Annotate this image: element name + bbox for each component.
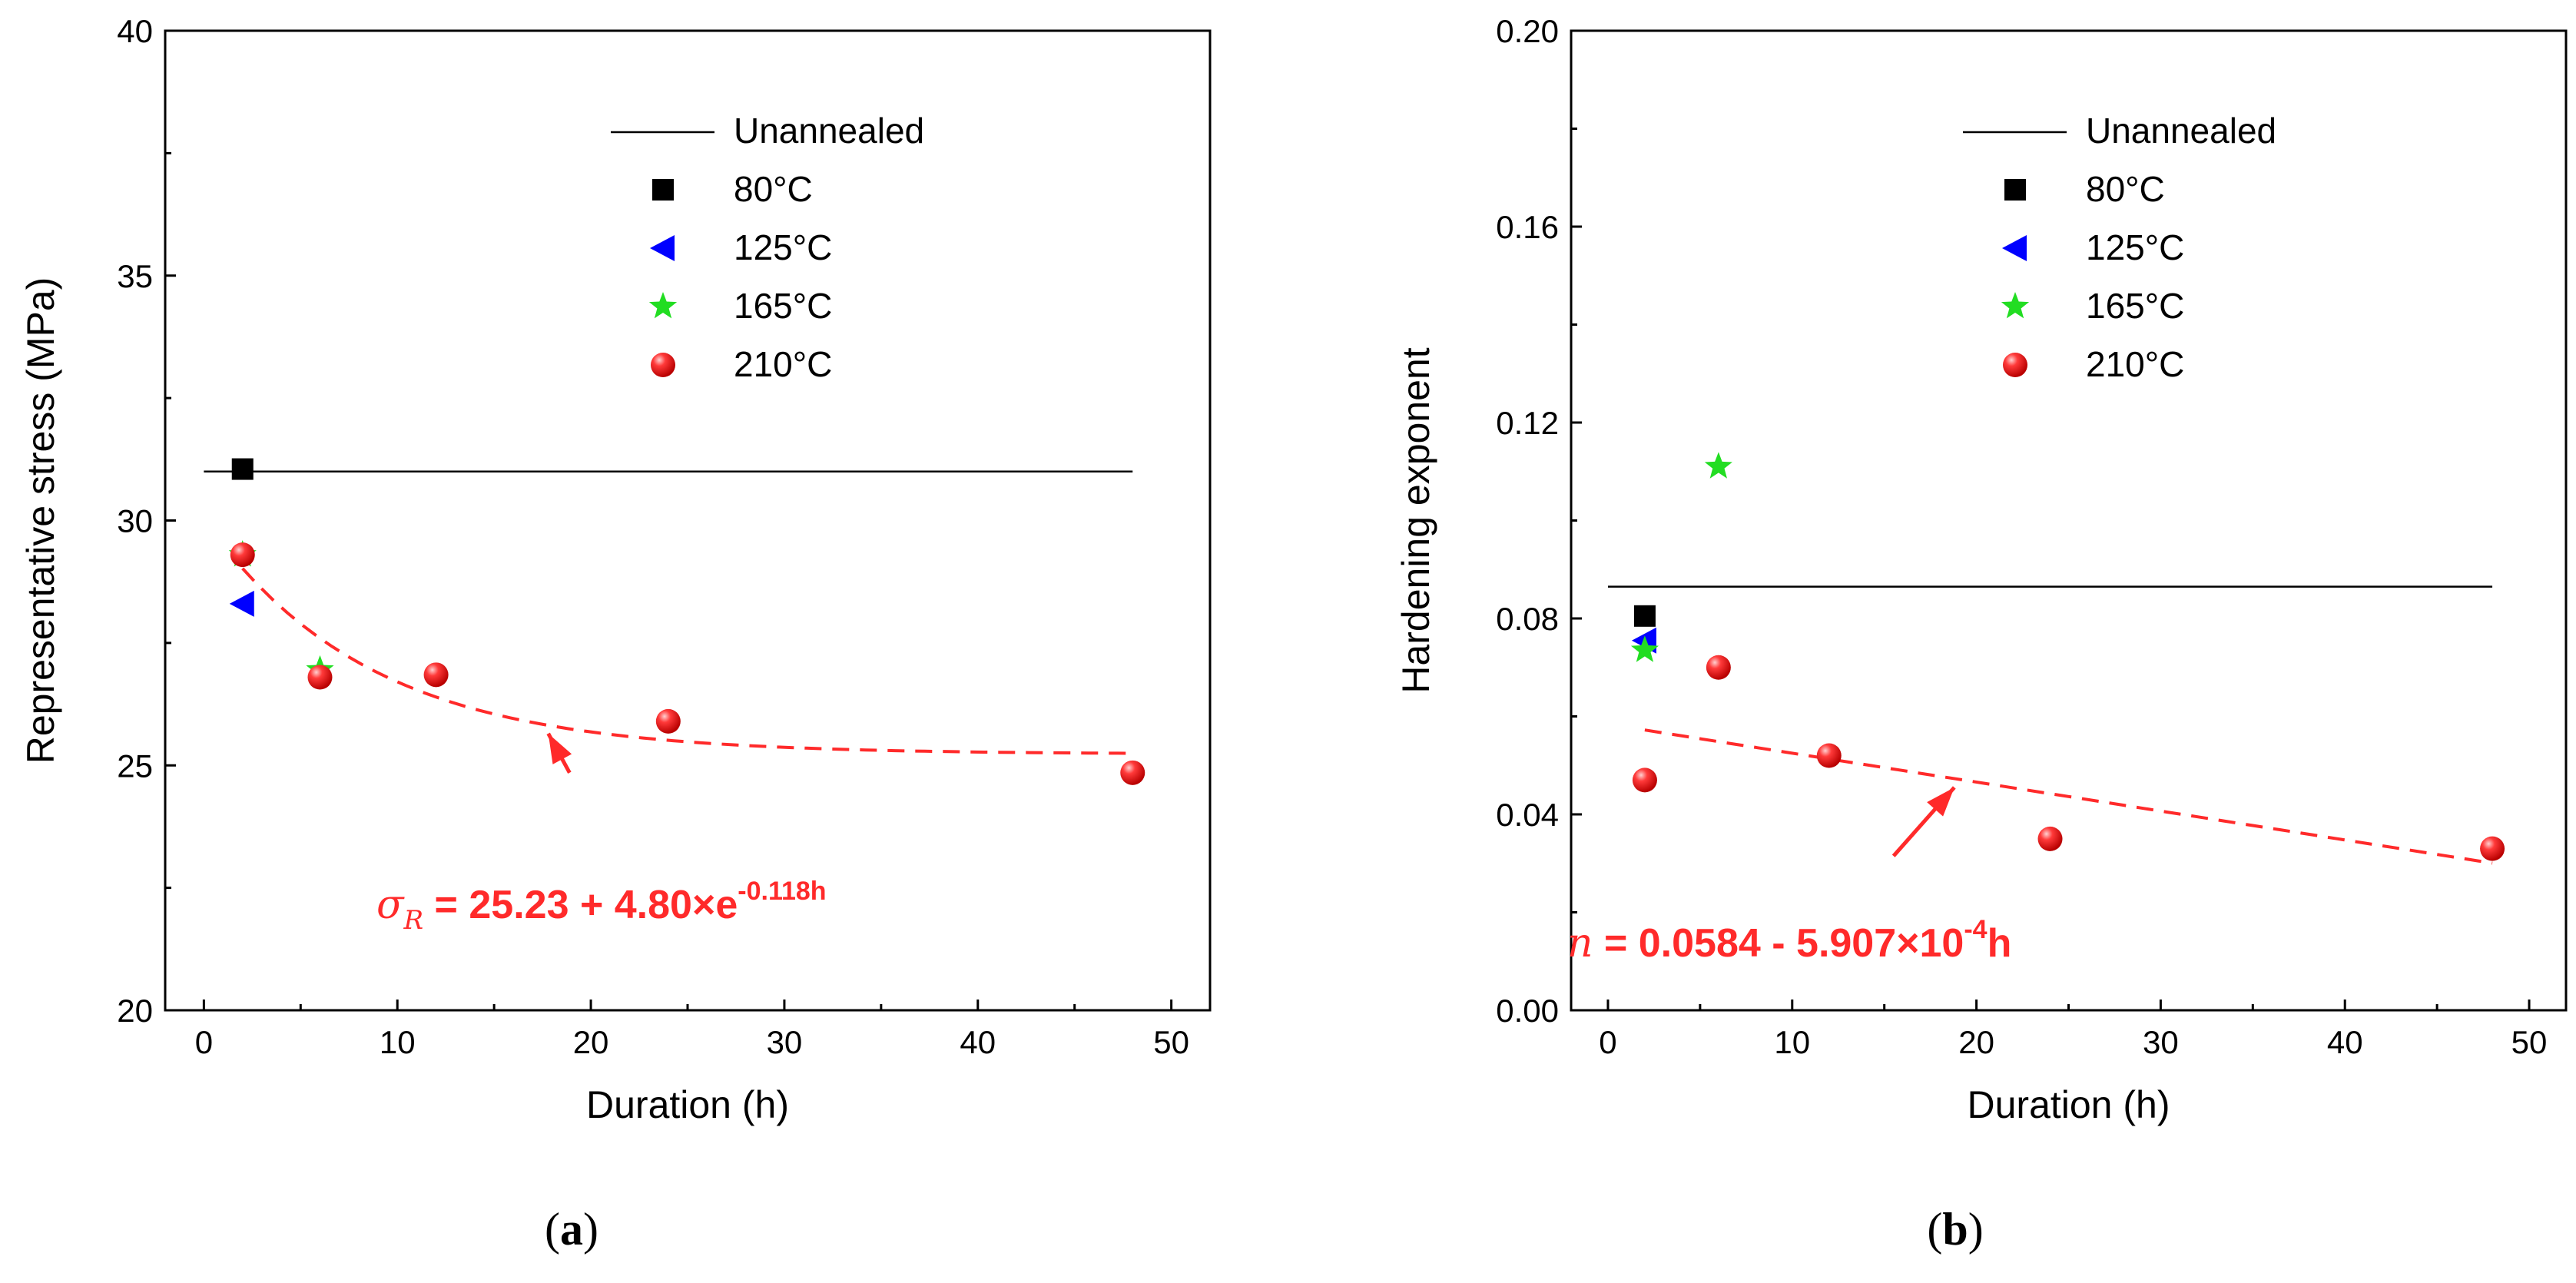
point-210-c <box>1816 743 1842 768</box>
legend-label-unannealed: Unannealed <box>734 111 924 151</box>
y-axis-title: Hardening exponent <box>1394 347 1437 693</box>
point-80-c <box>1633 605 1656 627</box>
y-tick-label: 35 <box>117 258 153 294</box>
fit-equation-body: = 0.0584 - 5.907×10 <box>1593 921 1964 966</box>
legend-label-unannealed: Unannealed <box>2086 111 2276 151</box>
panel-label: (b) <box>1927 1204 1983 1255</box>
legend-label-125-c: 125°C <box>734 227 832 267</box>
fit-arrow-head <box>1927 787 1954 817</box>
fit-curve <box>241 567 1133 755</box>
x-tick-label: 20 <box>1958 1024 1994 1060</box>
x-tick-label: 20 <box>573 1024 609 1060</box>
y-tick-label: 0.12 <box>1496 405 1559 441</box>
legend-swatch-165-c <box>2001 292 2030 319</box>
y-tick-label: 0.20 <box>1496 13 1559 49</box>
legend-swatch-165-c <box>648 292 678 319</box>
y-tick-label: 0.04 <box>1496 797 1559 833</box>
fit-curve <box>1644 728 2493 865</box>
panel-b: 0 10 20 30 40 50 0.00 0.04 0.08 0.12 0.16 0.20 Durat… <box>1394 13 2568 1255</box>
panel-label-close: ) <box>1968 1204 1984 1255</box>
legend-swatch-80-c <box>652 179 674 201</box>
legend-swatch-210-c <box>2003 353 2027 377</box>
legend-swatch-125-c <box>2002 235 2027 261</box>
point-125-c <box>229 590 254 617</box>
x-tick-label: 40 <box>960 1024 996 1060</box>
x-tick-label: 50 <box>1153 1024 1189 1060</box>
fit-equation-body: = 25.23 + 4.80×e <box>423 883 738 927</box>
fit-equation-subscript: R <box>403 905 424 936</box>
x-tick-label: 50 <box>2511 1024 2548 1060</box>
panel-label-open: ( <box>545 1204 560 1255</box>
panel-label-letter: b <box>1942 1204 1968 1255</box>
point-210-c <box>423 662 449 688</box>
y-tick-label: 40 <box>117 13 153 49</box>
legend-label-80-c: 80°C <box>2086 169 2165 209</box>
fit-equation-symbol: n <box>1567 920 1593 966</box>
fit-equation-tail: h <box>1988 921 2012 966</box>
y-tick-label: 25 <box>117 748 153 784</box>
x-tick-label: 10 <box>1774 1024 1810 1060</box>
fit-arrow-head <box>548 733 572 764</box>
x-tick-label: 30 <box>2143 1024 2179 1060</box>
y-tick-label: 0.00 <box>1496 993 1559 1029</box>
x-tick-label: 10 <box>380 1024 416 1060</box>
legend: Unannealed 80°C 125°C 165°C 210°C <box>611 111 924 384</box>
y-axis-title: Representative stress (MPa) <box>19 277 62 764</box>
panel-a: 0 10 20 30 40 50 20 25 30 35 40 Duration (h) Represe… <box>19 13 1212 1255</box>
y-tick-label: 30 <box>117 503 153 539</box>
legend: Unannealed 80°C 125°C 165°C 210°C <box>1963 111 2276 384</box>
x-tick-label: 0 <box>195 1024 213 1060</box>
fit-equation: σR = 25.23 + 4.80×e-0.118h <box>376 877 827 936</box>
x-tick-label: 40 <box>2327 1024 2363 1060</box>
point-165-c <box>1704 452 1732 479</box>
legend-label-165-c: 165°C <box>2086 286 2184 326</box>
legend-label-80-c: 80°C <box>734 169 813 209</box>
point-210-c <box>2037 826 2063 851</box>
legend-swatch-210-c <box>651 353 675 377</box>
point-210-c <box>2480 836 2505 861</box>
x-tick-label: 30 <box>767 1024 803 1060</box>
y-tick-label: 0.16 <box>1496 209 1559 245</box>
point-210-c <box>307 665 333 690</box>
point-210-c <box>1706 655 1731 680</box>
panel-label-close: ) <box>583 1204 598 1255</box>
point-80-c <box>231 458 254 480</box>
point-210-c <box>1632 767 1657 793</box>
panel-label-open: ( <box>1927 1204 1942 1255</box>
legend-label-210-c: 210°C <box>2086 344 2184 384</box>
point-210-c <box>230 542 255 568</box>
legend-label-165-c: 165°C <box>734 286 832 326</box>
point-210-c <box>655 708 681 734</box>
point-165-c <box>1630 635 1659 662</box>
y-tick-label: 20 <box>117 993 153 1029</box>
fit-equation-exponent: -0.118h <box>738 877 826 906</box>
legend-swatch-80-c <box>2004 179 2026 201</box>
point-210-c <box>1120 760 1145 785</box>
legend-label-210-c: 210°C <box>734 344 832 384</box>
x-axis-title: Duration (h) <box>1968 1083 2170 1126</box>
fit-equation: n = 0.0584 - 5.907×10-4h <box>1567 915 2011 966</box>
y-tick-label: 0.08 <box>1496 601 1559 637</box>
legend-swatch-125-c <box>650 235 675 261</box>
legend-label-125-c: 125°C <box>2086 227 2184 267</box>
x-axis-title: Duration (h) <box>586 1083 789 1126</box>
plot-frame <box>1570 29 2568 1012</box>
panel-label: (a) <box>545 1204 598 1255</box>
panel-label-letter: a <box>560 1204 583 1255</box>
fit-equation-symbol: σ <box>376 882 405 928</box>
x-tick-label: 0 <box>1599 1024 1616 1060</box>
plot-frame <box>164 29 1212 1012</box>
fit-equation-exponent: -4 <box>1964 915 1987 944</box>
